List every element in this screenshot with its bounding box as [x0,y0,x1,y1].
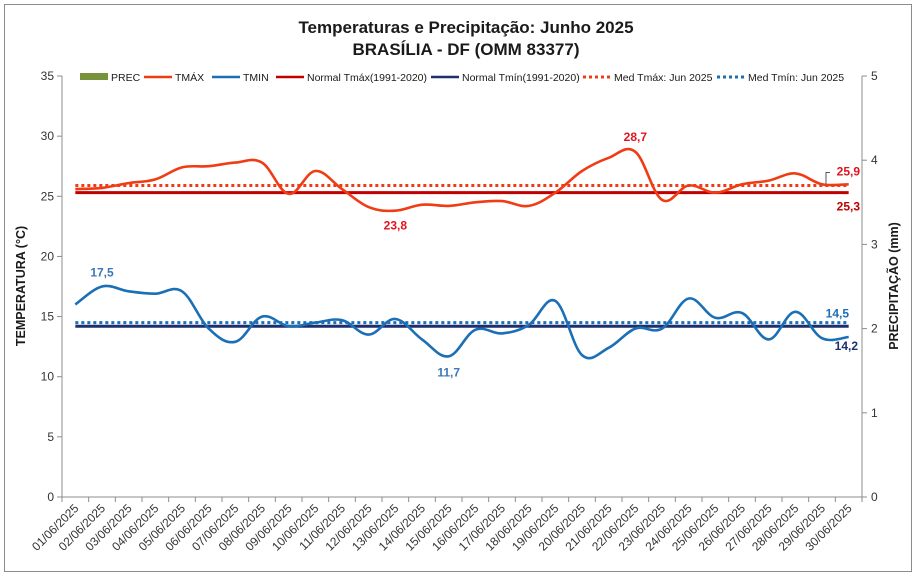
y-tick-label: 25 [41,189,55,203]
data-label: 28,7 [624,130,648,144]
legend-label-0: PREC [111,72,141,84]
y-tick-label: 0 [47,490,54,504]
y-tick-label: 5 [47,430,54,444]
callout-line [825,171,830,185]
data-label: 25,9 [837,164,861,178]
y2-tick-label: 4 [871,153,878,167]
data-label: 11,7 [437,365,460,379]
series-line-1 [75,147,849,213]
data-label: 14,2 [835,339,859,353]
data-label: 14,5 [826,307,850,321]
y-tick-label: 15 [41,310,55,324]
legend-swatch-0 [80,73,108,80]
legend-label-6: Med Tmín: Jun 2025 [748,72,844,84]
chart-subtitle: BRASÍLIA - DF (OMM 83377) [352,40,579,59]
y-tick-label: 10 [41,370,55,384]
y2-axis-label: PRECIPITAÇÃO (mm) [886,222,901,350]
chart-title: Temperaturas e Precipitação: Junho 2025 [298,18,633,37]
legend-label-3: Normal Tmáx(1991-2020) [307,72,427,84]
legend-label-2: TMIN [243,72,269,84]
series-line-2 [74,284,849,360]
data-label: 17,5 [90,266,114,280]
legend-label-1: TMÁX [175,71,204,84]
legend-label-4: Normal Tmín(1991-2020) [462,72,580,84]
chart-frame [4,4,912,572]
data-label: 23,8 [384,219,408,233]
y-axis-label: TEMPERATURA (°C) [14,226,28,346]
y2-tick-label: 3 [871,237,878,251]
y2-tick-label: 5 [871,69,878,83]
data-label: 25,3 [837,200,861,214]
y2-tick-label: 2 [871,322,878,336]
y2-tick-label: 0 [871,490,878,504]
y-tick-label: 20 [41,249,55,263]
legend-label-5: Med Tmáx: Jun 2025 [614,72,713,84]
y-tick-label: 35 [41,69,55,83]
y-tick-label: 30 [41,129,55,143]
y2-tick-label: 1 [871,406,878,420]
